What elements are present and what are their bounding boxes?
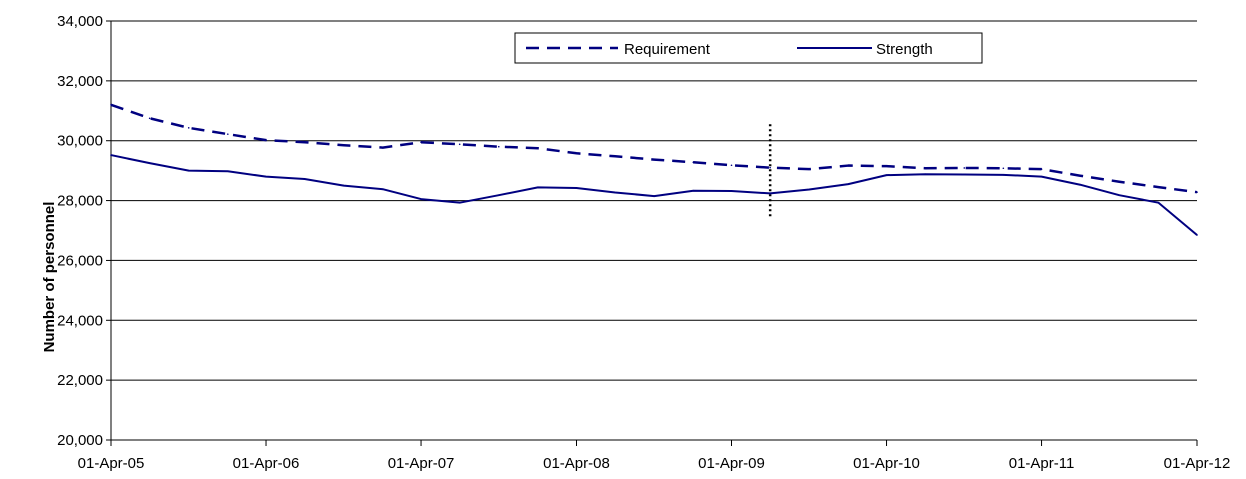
data-point-requirement xyxy=(1157,186,1160,188)
data-point-strength xyxy=(769,192,771,195)
tick-labels: 20,000 22,000 24,000 26,000 28,000 30,000 32,0… xyxy=(57,13,1230,472)
data-point-strength xyxy=(1040,175,1043,178)
legend-label-strength: Strength xyxy=(876,41,933,58)
x-tick-label: 01-Apr-10 xyxy=(853,455,920,472)
data-point-requirement xyxy=(769,166,771,169)
data-point-strength xyxy=(148,162,151,164)
data-point-requirement xyxy=(226,133,229,135)
data-point-strength xyxy=(653,195,656,197)
axes xyxy=(106,20,1198,446)
data-point-requirement xyxy=(265,139,267,141)
x-tick-label: 01-Apr-05 xyxy=(78,455,145,472)
series-line-strength xyxy=(110,154,1198,236)
data-point-requirement xyxy=(808,168,811,170)
data-point-requirement xyxy=(342,144,345,147)
data-point-requirement xyxy=(1118,180,1121,183)
data-point-requirement xyxy=(963,167,966,169)
series-lines xyxy=(110,103,1198,236)
data-point-strength xyxy=(303,178,306,180)
data-point-strength xyxy=(575,187,578,189)
data-point-strength xyxy=(924,173,926,176)
x-tick-label: 01-Apr-08 xyxy=(543,455,610,472)
data-point-requirement xyxy=(1079,174,1082,177)
data-point-requirement xyxy=(458,143,461,146)
data-point-requirement xyxy=(575,152,578,155)
data-point-strength xyxy=(730,190,733,192)
data-point-requirement xyxy=(110,104,112,106)
data-point-strength xyxy=(537,186,539,189)
data-point-strength xyxy=(1002,174,1005,176)
y-tick-label: 20,000 xyxy=(57,432,103,449)
data-point-requirement xyxy=(187,127,190,129)
data-point-requirement xyxy=(537,147,539,149)
data-point-strength xyxy=(382,188,384,190)
x-tick-label: 01-Apr-11 xyxy=(1009,455,1075,472)
data-point-strength xyxy=(342,184,345,187)
data-point-requirement xyxy=(1040,168,1043,170)
y-tick-label: 24,000 xyxy=(57,312,103,329)
series-line-requirement xyxy=(110,103,1198,194)
data-point-requirement xyxy=(303,141,306,144)
x-tick-label: 01-Apr-09 xyxy=(698,455,765,472)
data-point-strength xyxy=(497,194,500,196)
y-tick-label: 26,000 xyxy=(57,252,103,269)
data-point-strength xyxy=(1157,201,1160,204)
data-point-strength xyxy=(885,174,888,176)
data-point-strength xyxy=(847,183,850,185)
data-point-requirement xyxy=(924,167,926,170)
data-point-requirement xyxy=(692,161,695,164)
data-point-requirement xyxy=(847,164,850,167)
data-point-requirement xyxy=(885,165,888,167)
data-point-strength xyxy=(692,189,695,192)
data-point-strength xyxy=(1118,194,1121,196)
data-point-strength xyxy=(458,201,461,204)
data-point-requirement xyxy=(614,155,616,158)
data-point-strength xyxy=(1079,183,1082,186)
legend-label-requirement: Requirement xyxy=(624,41,711,58)
data-point-strength xyxy=(614,191,616,194)
data-point-strength xyxy=(808,188,811,191)
data-point-strength xyxy=(187,169,190,172)
data-point-strength xyxy=(963,173,966,176)
data-point-strength xyxy=(110,154,112,156)
gridlines xyxy=(111,20,1197,381)
data-point-strength xyxy=(226,170,229,173)
data-point-requirement xyxy=(653,158,656,161)
data-point-requirement xyxy=(382,146,384,149)
x-tick-label: 01-Apr-12 xyxy=(1164,455,1231,472)
data-point-requirement xyxy=(497,145,500,148)
data-point-strength xyxy=(1196,234,1198,236)
data-point-strength xyxy=(265,175,267,178)
y-tick-label: 22,000 xyxy=(57,372,103,389)
data-point-requirement xyxy=(1196,191,1198,193)
data-point-requirement xyxy=(420,141,422,144)
y-tick-label: 32,000 xyxy=(57,73,103,90)
x-tick-label: 01-Apr-06 xyxy=(233,455,300,472)
x-tick-label: 01-Apr-07 xyxy=(388,455,455,472)
data-point-strength xyxy=(420,198,422,200)
data-point-requirement xyxy=(1002,167,1005,170)
y-tick-label: 28,000 xyxy=(57,193,103,210)
y-tick-label: 34,000 xyxy=(57,13,103,30)
y-tick-label: 30,000 xyxy=(57,133,103,150)
y-axis-title: Number of personnel xyxy=(41,202,58,353)
legend: Requirement Strength xyxy=(514,32,983,64)
data-point-requirement xyxy=(730,164,733,167)
data-point-requirement xyxy=(148,117,151,120)
